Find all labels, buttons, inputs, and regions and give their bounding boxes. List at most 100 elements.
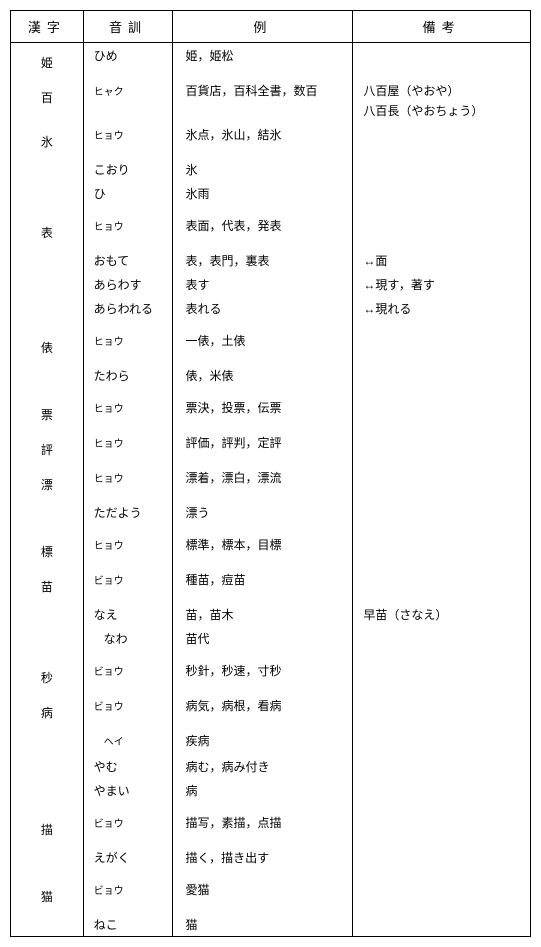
- reading-text: ビョウ: [94, 667, 124, 678]
- note-cell: [353, 181, 531, 205]
- reading-cell: ビョウ: [83, 567, 173, 602]
- reading-text: ヒョウ: [94, 474, 124, 485]
- reading-text: ヒャク: [94, 87, 124, 98]
- kanji-cell: [11, 296, 84, 320]
- reading-cell: ビョウ: [83, 658, 173, 693]
- kanji-reference-table: 漢字 音訓 例 備考 姫ひめ姫，姫松百ヒャク 百貨店，百科全書，数百八百屋（やおや…: [10, 10, 531, 937]
- note-cell: [353, 363, 531, 387]
- example-cell: 漂う: [173, 500, 353, 524]
- example-cell: 秒針，秒速，寸秒: [173, 658, 353, 693]
- table-row: 百ヒャク 百貨店，百科全書，数百八百屋（やおや）八百長（やおちょう）: [11, 78, 531, 122]
- reading-cell: ただよう: [83, 500, 173, 524]
- note-cell: [353, 912, 531, 937]
- col-header-onkun: 音訓: [83, 11, 173, 43]
- example-cell: 俵，米俵: [173, 363, 353, 387]
- table-header-row: 漢字 音訓 例 備考: [11, 11, 531, 43]
- reading-text: なえ: [94, 608, 118, 622]
- example-cell: 苗，苗木: [173, 602, 353, 626]
- example-cell: 氷点，氷山，結氷: [173, 122, 353, 157]
- table-row: なわ苗代: [11, 626, 531, 650]
- reading-text: あらわす: [94, 278, 142, 292]
- kanji-cell: [11, 912, 84, 937]
- spacer-row: [11, 205, 531, 213]
- reading-cell: ヒョウ: [83, 532, 173, 567]
- note-cell: ↔現れる: [353, 296, 531, 320]
- kanji-cell: [11, 626, 84, 650]
- example-cell: 評価，評判，定評: [173, 430, 353, 465]
- reading-cell: あらわす: [83, 272, 173, 296]
- example-cell: 病む，病み付き: [173, 754, 353, 778]
- spacer-row: [11, 869, 531, 877]
- example-cell: 氷雨: [173, 181, 353, 205]
- reading-cell: ヒャク: [83, 78, 173, 122]
- reading-text: おもて: [94, 254, 130, 268]
- table-row: 標ヒョウ標準，標本，目標: [11, 532, 531, 567]
- kanji-cell: 猫: [11, 877, 84, 912]
- note-cell: 八百屋（やおや）八百長（やおちょう）: [353, 78, 531, 122]
- reading-cell: ひ: [83, 181, 173, 205]
- reading-cell: おもて: [83, 248, 173, 272]
- table-row: 氷ヒョウ 氷点，氷山，結氷: [11, 122, 531, 157]
- note-cell: [353, 213, 531, 248]
- kanji-cell: 苗: [11, 567, 84, 602]
- reading-cell: ヒョウ: [83, 328, 173, 363]
- reading-cell: なえ: [83, 602, 173, 626]
- note-cell: [353, 500, 531, 524]
- kanji-cell: 百: [11, 78, 84, 122]
- reading-text: なわ: [94, 629, 128, 649]
- table-row: 苗ビョウ種苗，痘苗: [11, 567, 531, 602]
- note-cell: ↔現す，著す: [353, 272, 531, 296]
- example-cell: 描く，描き出す: [173, 845, 353, 869]
- reading-text: やまい: [94, 784, 130, 798]
- reading-cell: ビョウ: [83, 810, 173, 845]
- col-header-biko: 備考: [353, 11, 531, 43]
- kanji-cell: [11, 602, 84, 626]
- reading-cell: ひめ: [83, 43, 173, 79]
- kanji-cell: 描: [11, 810, 84, 845]
- kanji-cell: [11, 248, 84, 272]
- table-row: 描ビョウ描写，素描，点描: [11, 810, 531, 845]
- note-cell: [353, 395, 531, 430]
- kanji-cell: 氷: [11, 122, 84, 157]
- spacer-row: [11, 802, 531, 810]
- reading-text: こおり: [94, 163, 130, 177]
- reading-cell: ヒョウ: [83, 395, 173, 430]
- col-header-rei: 例: [173, 11, 353, 43]
- table-row: やむ病む，病み付き: [11, 754, 531, 778]
- reading-text: あらわれる: [94, 302, 153, 316]
- reading-cell: ヒョウ: [83, 213, 173, 248]
- reading-text: たわら: [94, 369, 130, 383]
- reading-cell: ビョウ: [83, 693, 173, 728]
- kanji-cell: 評: [11, 430, 84, 465]
- example-cell: 百貨店，百科全書，数百: [173, 78, 353, 122]
- example-cell: 表，表門，裏表: [173, 248, 353, 272]
- kanji-cell: 票: [11, 395, 84, 430]
- note-cell: [353, 532, 531, 567]
- reading-cell: ねこ: [83, 912, 173, 937]
- reading-text: ビョウ: [94, 576, 124, 587]
- note-cell: [353, 877, 531, 912]
- table-body: 姫ひめ姫，姫松百ヒャク 百貨店，百科全書，数百八百屋（やおや）八百長（やおちょう）…: [11, 43, 531, 937]
- reading-cell: えがく: [83, 845, 173, 869]
- example-cell: 表れる: [173, 296, 353, 320]
- spacer-row: [11, 524, 531, 532]
- example-cell: 病: [173, 778, 353, 802]
- table-row: 漂ヒョウ漂着，漂白，漂流: [11, 465, 531, 500]
- kanji-cell: [11, 754, 84, 778]
- example-cell: 姫，姫松: [173, 43, 353, 79]
- reading-cell: やむ: [83, 754, 173, 778]
- reading-text: ヒョウ: [94, 541, 124, 552]
- table-row: 姫ひめ姫，姫松: [11, 43, 531, 79]
- table-row: こおり氷: [11, 157, 531, 181]
- example-cell: 表す: [173, 272, 353, 296]
- spacer-row: [11, 650, 531, 658]
- reading-cell: ヒョウ: [83, 465, 173, 500]
- reading-text: ヒョウ: [94, 131, 124, 142]
- note-cell: [353, 845, 531, 869]
- reading-cell: こおり: [83, 157, 173, 181]
- note-cell: [353, 754, 531, 778]
- note-cell: [353, 728, 531, 754]
- table-row: 秒ビョウ秒針，秒速，寸秒: [11, 658, 531, 693]
- example-cell: 漂着，漂白，漂流: [173, 465, 353, 500]
- table-row: えがく描く，描き出す: [11, 845, 531, 869]
